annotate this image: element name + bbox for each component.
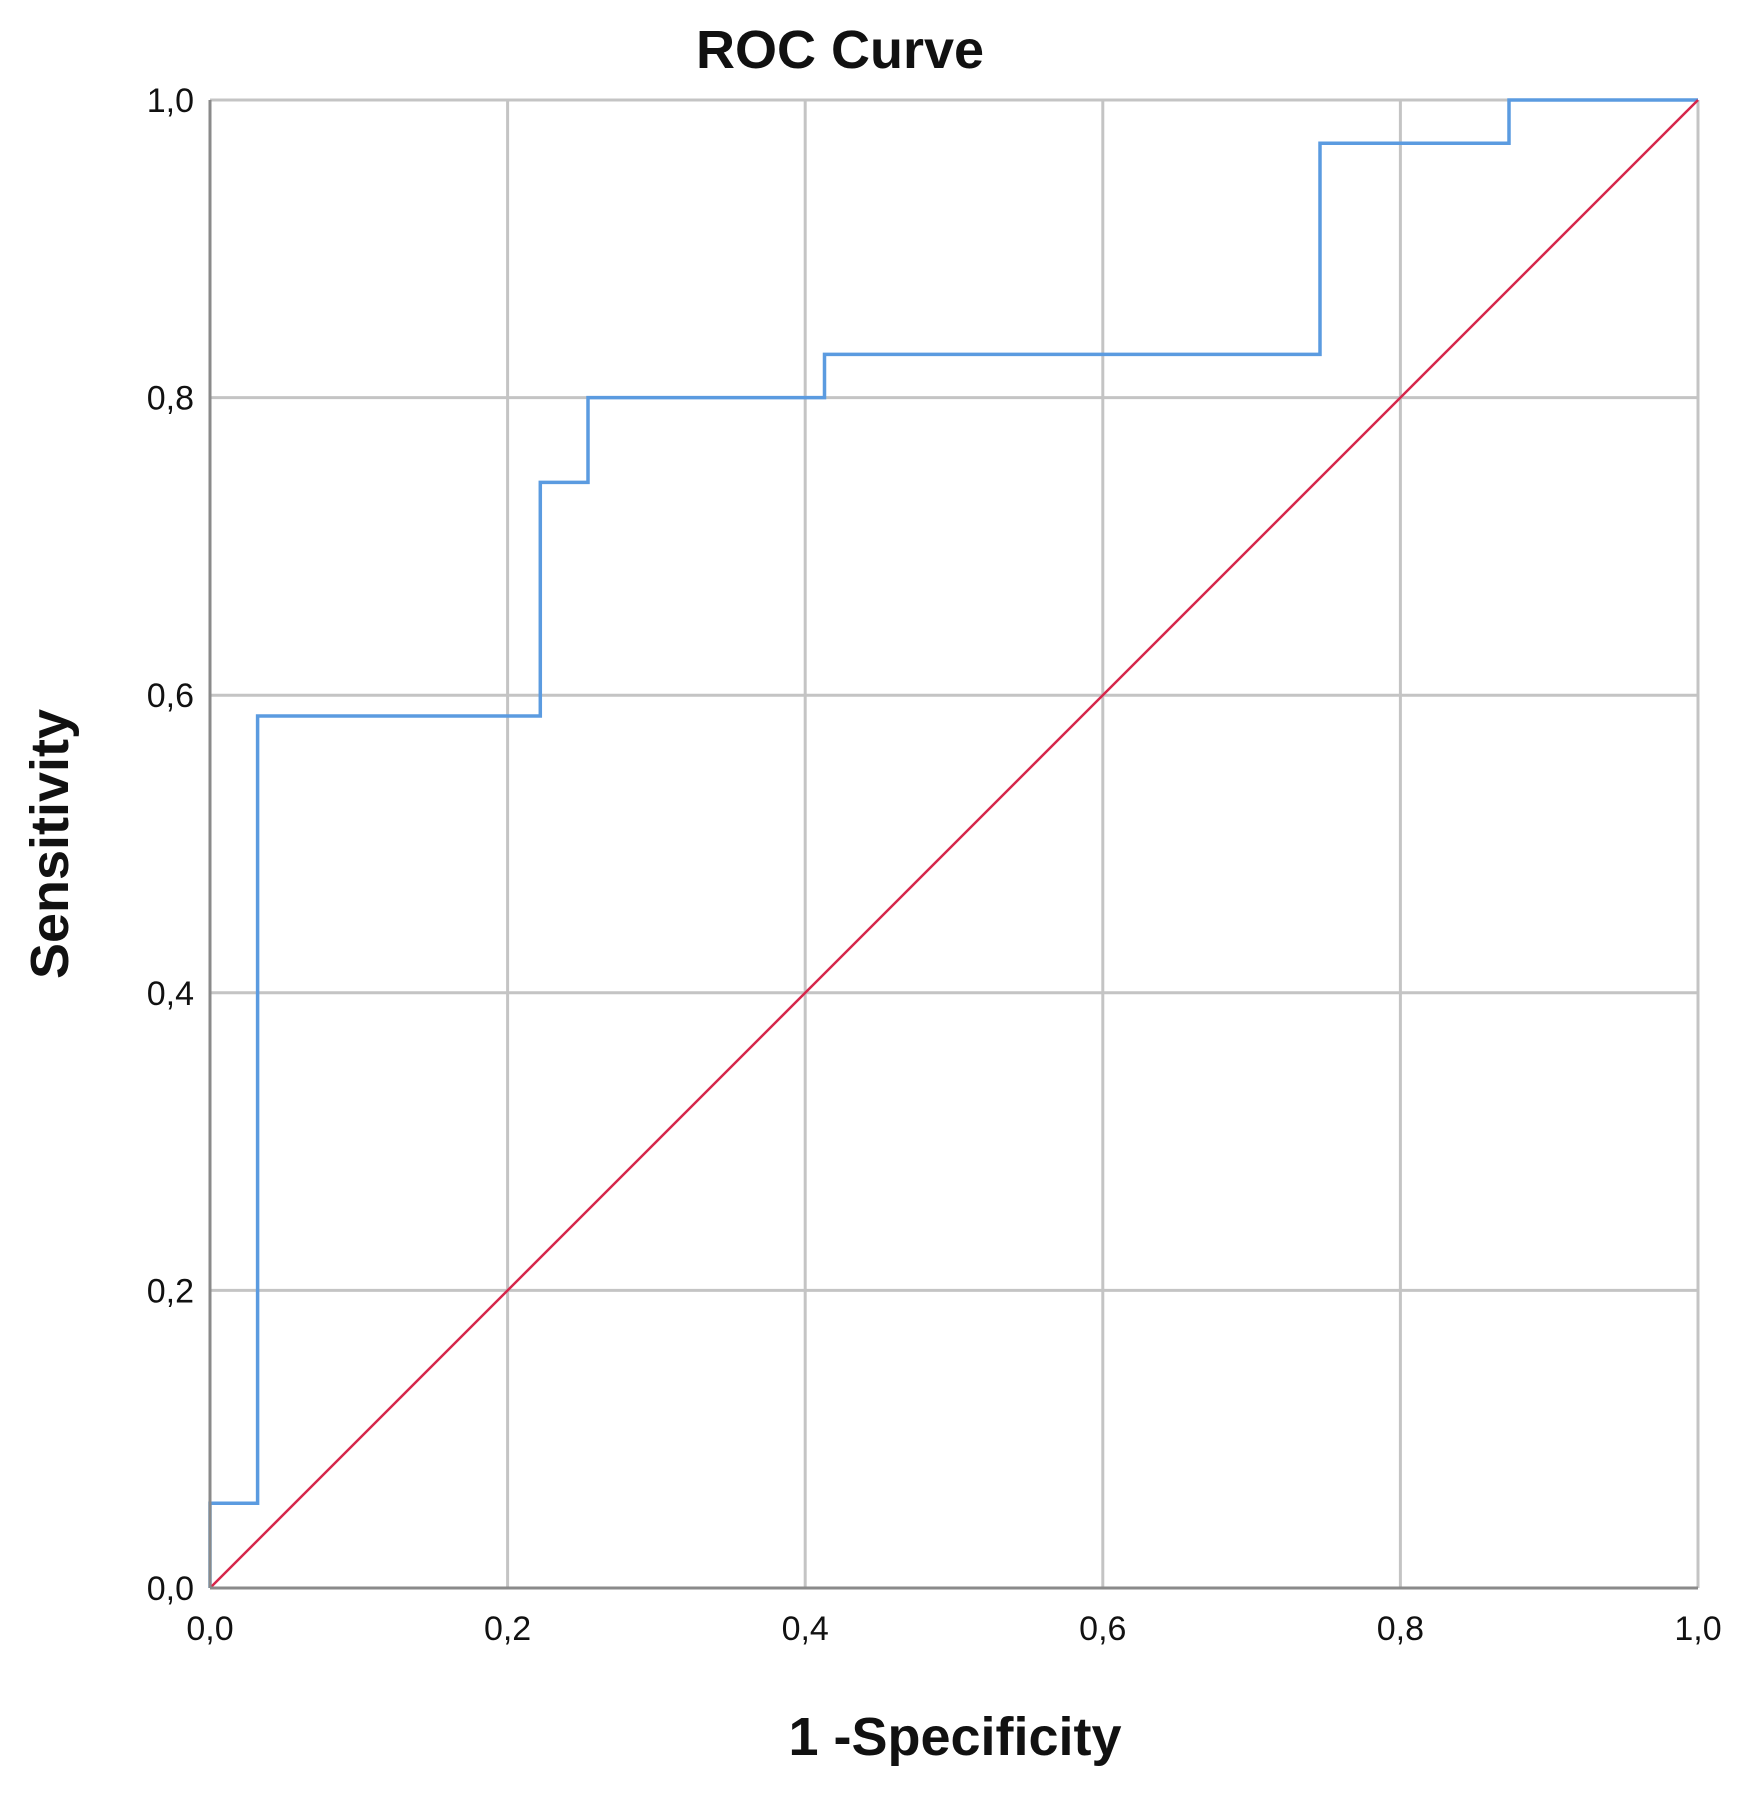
y-tick-label: 0,0	[147, 1570, 194, 1608]
y-tick-label: 1,0	[147, 82, 194, 120]
x-tick-label: 0,6	[1079, 1610, 1126, 1648]
y-tick-label: 0,8	[147, 380, 194, 418]
x-tick-label: 1,0	[1674, 1610, 1721, 1648]
grid-layer	[210, 98, 1700, 1588]
y-axis-title: Sensitivity	[20, 709, 80, 979]
reference-diagonal-line	[209, 99, 1699, 1589]
x-axis-title: 1 -Specificity	[788, 1707, 1121, 1767]
roc-curve-line	[208, 98, 1698, 1588]
x-tick-label: 0,8	[1377, 1610, 1424, 1648]
x-tick-label: 0,4	[782, 1610, 829, 1648]
x-tick-label: 0,2	[484, 1610, 531, 1648]
x-tick-label: 0,0	[186, 1610, 233, 1648]
axis-layer	[208, 100, 1698, 1590]
chart-title: ROC Curve	[696, 20, 984, 80]
y-tick-label: 0,6	[147, 677, 194, 715]
series-layer	[208, 98, 1699, 1589]
tick-layer: 0,0 0,2 0,4 0,6 0,8 1,0 0,0 0,2 0,4 0,6 0,8 1,0	[147, 82, 1722, 1648]
y-tick-label: 0,4	[147, 975, 194, 1013]
y-tick-label: 0,2	[147, 1272, 194, 1310]
